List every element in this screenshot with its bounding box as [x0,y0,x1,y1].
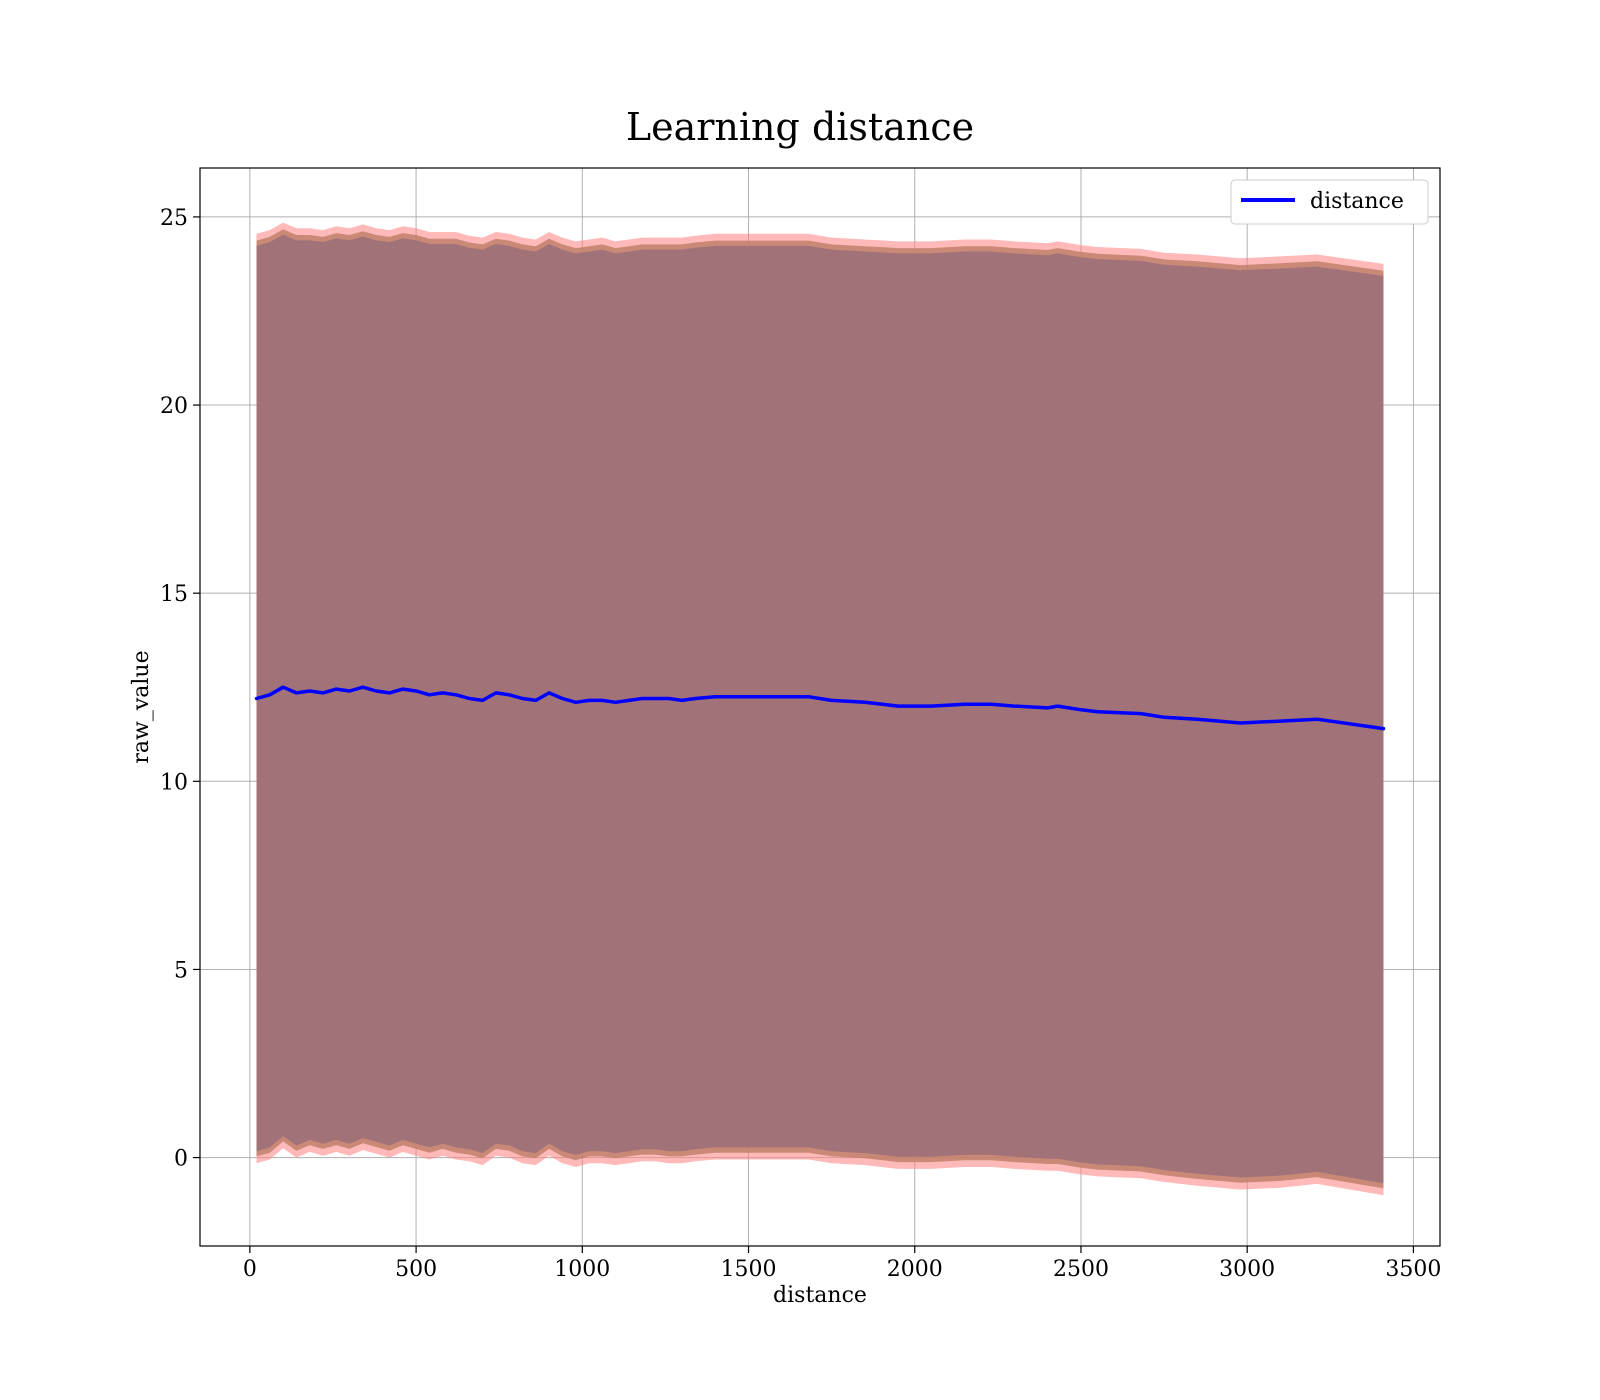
series-point [362,686,364,688]
series-point [322,692,324,694]
confidence-band-core [256,234,1384,1184]
series-point [1163,716,1165,719]
series-point [807,695,810,698]
series-point [1239,722,1242,724]
series-point [667,697,670,700]
y-axis-ticks: 0 5 10 15 20 25 [160,206,200,1172]
x-tick-label: 500 [395,1257,437,1282]
series-point [1316,718,1318,720]
series-point [269,694,271,696]
y-tick-label: 0 [174,1147,188,1172]
y-tick-label: 25 [160,206,188,231]
series-point [830,699,833,702]
series-point [561,697,564,700]
series-point [508,694,511,696]
series-point [1196,718,1199,720]
series-point [548,692,550,694]
series-point [402,688,404,690]
series-point [295,692,298,694]
series-point [714,695,717,698]
series-point [681,699,683,702]
series-point [495,692,497,694]
x-tick-label: 0 [243,1257,257,1282]
series-point [694,697,697,700]
series-point [1279,720,1282,722]
x-tick-label: 3500 [1385,1257,1441,1282]
series-point [990,703,992,705]
series-point [628,699,630,702]
x-axis-label: distance [773,1283,867,1308]
series-point [521,697,524,700]
series-point [930,705,933,707]
legend-label: distance [1310,189,1404,214]
series-point [308,690,311,692]
x-tick-label: 1000 [554,1257,610,1282]
band-layer [256,222,1384,1196]
series-line-distance [254,685,1386,731]
series-point [1140,712,1142,715]
series-point [654,697,657,700]
y-tick-label: 20 [160,394,188,419]
series-point [588,699,590,702]
series-point [535,699,537,702]
y-tick-label: 15 [160,582,188,607]
plot-frame [199,167,1441,1247]
series-point [781,695,783,698]
series-point [348,690,351,692]
series-point [614,701,617,704]
series-point [1080,709,1082,711]
series-point [897,705,899,707]
y-axis-label: raw_value [129,650,154,763]
series-point [1382,727,1385,730]
series-point [282,686,284,688]
series-point [468,697,471,700]
legend-box [1230,179,1429,225]
series-point [641,697,643,700]
chart-title: Learning distance [626,105,974,149]
series-point [375,690,378,692]
series-point [747,695,750,698]
x-axis-ticks: 0 500 1000 1500 2000 2500 3000 3500 [243,1246,1441,1282]
series-point [388,692,391,694]
series-point [963,703,966,705]
series-point [864,701,866,704]
line-layer [254,685,1386,731]
series-point [335,688,338,690]
legend: distance [1230,179,1429,225]
x-tick-label: 2000 [887,1257,943,1282]
series-point [255,697,258,700]
y-tick-label: 10 [160,770,188,795]
series-point [481,699,484,702]
series-point [601,699,604,702]
series-point [1013,705,1016,707]
series-point [1046,707,1049,709]
x-tick-label: 2500 [1053,1257,1109,1282]
series-point [428,694,431,696]
series-point [441,692,444,694]
series-point [415,690,417,692]
x-tick-label: 1500 [721,1257,777,1282]
series-point [455,694,457,696]
series-point [1056,705,1059,707]
series-point [574,701,577,704]
x-tick-label: 3000 [1219,1257,1275,1282]
series-point [1096,710,1099,713]
y-tick-label: 5 [174,958,188,983]
